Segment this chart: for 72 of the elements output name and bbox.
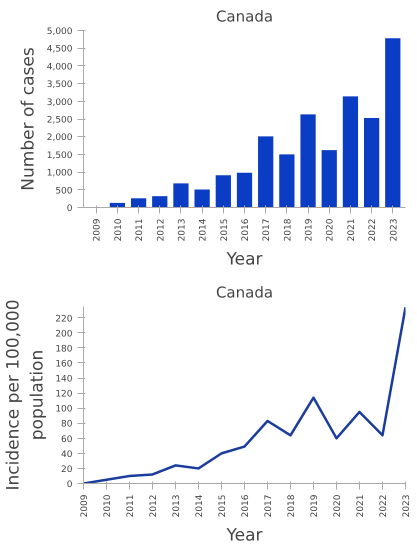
x-tick-label: 2013 xyxy=(172,494,182,518)
x-tick-label: 2011 xyxy=(135,218,146,242)
x-tick-label: 2014 xyxy=(198,218,209,242)
y-tick-label: 20 xyxy=(61,464,73,475)
bar xyxy=(342,96,358,208)
y-tick-label: 40 xyxy=(61,450,73,460)
x-tick-label: 2020 xyxy=(326,218,336,242)
x-tick-label: 2020 xyxy=(333,494,343,518)
y-tick-label: 200 xyxy=(55,329,73,340)
bar xyxy=(364,118,380,208)
x-tick-label: 2018 xyxy=(287,494,297,518)
y-tick-label: 2,000 xyxy=(46,133,73,144)
x-tick-label: 2012 xyxy=(156,218,166,242)
bar xyxy=(385,38,400,208)
y-tick-label: 1,000 xyxy=(46,168,73,179)
y-tick-label: 5,000 xyxy=(46,27,73,37)
x-axis-title: Year xyxy=(226,249,263,270)
x-tick-label: 2022 xyxy=(368,218,378,242)
bar xyxy=(194,189,210,208)
x-tick-label: 2015 xyxy=(220,218,230,242)
y-tick-label: 2,500 xyxy=(46,116,73,126)
y-tick-label: 140 xyxy=(55,374,73,385)
x-tick-label: 2016 xyxy=(241,494,251,518)
chart-title: Canada xyxy=(216,284,274,302)
y-tick-label: 160 xyxy=(55,359,73,370)
y-axis-title: Number of cases xyxy=(18,47,39,191)
x-tick-label: 2022 xyxy=(379,494,389,518)
y-tick-label: 180 xyxy=(55,344,73,354)
y-tick-label: 120 xyxy=(55,390,73,400)
x-tick-label: 2009 xyxy=(80,494,90,518)
y-tick-label: 220 xyxy=(55,314,73,324)
bar xyxy=(322,150,337,208)
x-tick-label: 2023 xyxy=(389,218,400,242)
x-tick-label: 2019 xyxy=(310,494,320,518)
y-axis-title: Incidence per 100,000 population xyxy=(3,299,48,491)
y-tick-label: 100 xyxy=(55,404,73,415)
x-axis-title: Year xyxy=(226,525,263,546)
bar xyxy=(258,136,274,208)
x-tick-label: 2017 xyxy=(264,494,274,518)
x-tick-label: 2021 xyxy=(346,218,357,242)
x-tick-label: 2017 xyxy=(262,218,272,242)
x-tick-label: 2013 xyxy=(177,218,188,242)
x-tick-label: 2010 xyxy=(114,218,124,242)
x-tick-label: 2016 xyxy=(241,218,251,242)
y-tick-label: 3,500 xyxy=(46,80,73,90)
chart-title: Canada xyxy=(216,8,274,26)
y-tick-label: 1,500 xyxy=(46,150,73,161)
x-tick-label: 2011 xyxy=(126,494,136,518)
y-tick-label: 0 xyxy=(66,204,73,214)
x-tick-label: 2012 xyxy=(149,494,159,518)
y-tick-label: 4,000 xyxy=(46,62,73,72)
bar xyxy=(236,172,252,208)
bar xyxy=(216,175,231,208)
bar xyxy=(130,198,146,208)
x-tick-label: 2014 xyxy=(195,494,205,518)
x-tick-label: 2023 xyxy=(402,494,412,518)
y-tick-label: 500 xyxy=(55,186,73,196)
bar xyxy=(279,154,294,208)
y-tick-label: 4,500 xyxy=(46,44,73,55)
x-tick-label: 2010 xyxy=(103,494,113,518)
y-tick-label: 60 xyxy=(61,434,73,445)
bar xyxy=(300,114,316,208)
x-tick-label: 2021 xyxy=(356,494,366,518)
y-tick-label: 0 xyxy=(66,480,73,490)
x-tick-label: 2009 xyxy=(92,218,103,242)
bar xyxy=(173,183,189,208)
y-tick-label: 3,000 xyxy=(46,98,73,108)
x-tick-label: 2019 xyxy=(304,218,315,242)
x-tick-label: 2015 xyxy=(218,494,228,518)
x-tick-label: 2018 xyxy=(283,218,294,242)
bar xyxy=(152,196,168,208)
y-tick-label: 80 xyxy=(61,420,73,430)
